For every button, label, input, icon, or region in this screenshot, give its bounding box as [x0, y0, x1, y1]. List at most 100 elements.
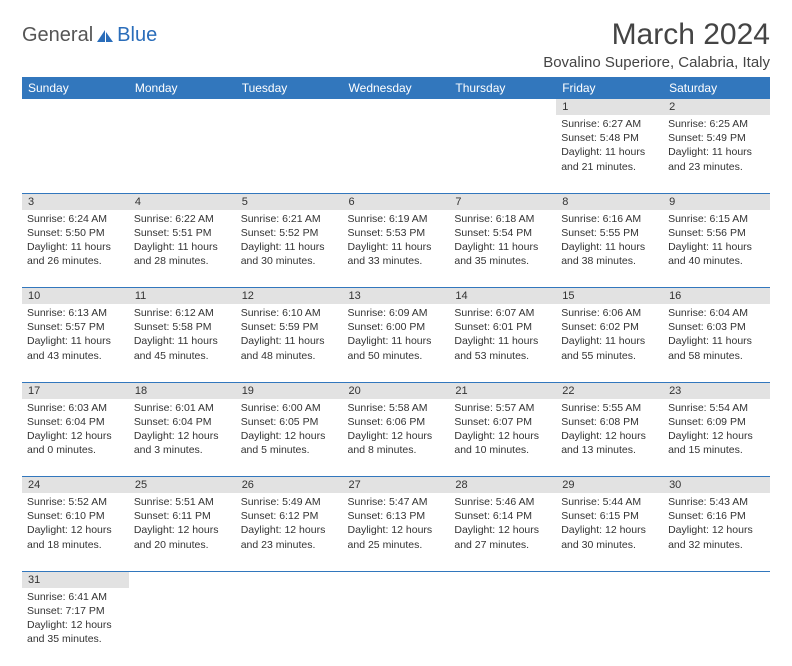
day-number: 30	[663, 477, 770, 494]
dow-wednesday: Wednesday	[343, 77, 450, 99]
day-number: 13	[343, 288, 450, 305]
day-cell: Sunrise: 6:00 AMSunset: 6:05 PMDaylight:…	[236, 399, 343, 477]
day-details: Sunrise: 6:22 AMSunset: 5:51 PMDaylight:…	[134, 212, 231, 269]
day-number	[343, 99, 450, 115]
day-cell: Sunrise: 6:22 AMSunset: 5:51 PMDaylight:…	[129, 210, 236, 288]
day-number: 22	[556, 382, 663, 399]
daynum-row: 12	[22, 99, 770, 115]
day-cell: Sunrise: 6:21 AMSunset: 5:52 PMDaylight:…	[236, 210, 343, 288]
day-details: Sunrise: 6:04 AMSunset: 6:03 PMDaylight:…	[668, 306, 765, 363]
day-cell: Sunrise: 5:43 AMSunset: 6:16 PMDaylight:…	[663, 493, 770, 571]
header: General Blue March 2024 Bovalino Superio…	[22, 18, 770, 71]
day-number: 15	[556, 288, 663, 305]
dow-monday: Monday	[129, 77, 236, 99]
dow-friday: Friday	[556, 77, 663, 99]
day-number: 6	[343, 193, 450, 210]
day-details: Sunrise: 5:49 AMSunset: 6:12 PMDaylight:…	[241, 495, 338, 552]
day-cell: Sunrise: 5:58 AMSunset: 6:06 PMDaylight:…	[343, 399, 450, 477]
day-details: Sunrise: 5:58 AMSunset: 6:06 PMDaylight:…	[348, 401, 445, 458]
day-number	[236, 571, 343, 588]
day-number: 9	[663, 193, 770, 210]
day-cell: Sunrise: 5:51 AMSunset: 6:11 PMDaylight:…	[129, 493, 236, 571]
day-cell	[236, 115, 343, 193]
day-number: 5	[236, 193, 343, 210]
dow-sunday: Sunday	[22, 77, 129, 99]
day-details: Sunrise: 6:01 AMSunset: 6:04 PMDaylight:…	[134, 401, 231, 458]
day-details: Sunrise: 5:57 AMSunset: 6:07 PMDaylight:…	[454, 401, 551, 458]
day-number: 27	[343, 477, 450, 494]
day-details: Sunrise: 5:52 AMSunset: 6:10 PMDaylight:…	[27, 495, 124, 552]
day-details: Sunrise: 5:46 AMSunset: 6:14 PMDaylight:…	[454, 495, 551, 552]
day-cell: Sunrise: 6:19 AMSunset: 5:53 PMDaylight:…	[343, 210, 450, 288]
week-row: Sunrise: 6:24 AMSunset: 5:50 PMDaylight:…	[22, 210, 770, 288]
day-number: 14	[449, 288, 556, 305]
day-cell: Sunrise: 5:47 AMSunset: 6:13 PMDaylight:…	[343, 493, 450, 571]
day-cell: Sunrise: 5:55 AMSunset: 6:08 PMDaylight:…	[556, 399, 663, 477]
day-number: 10	[22, 288, 129, 305]
day-cell: Sunrise: 6:15 AMSunset: 5:56 PMDaylight:…	[663, 210, 770, 288]
day-number: 1	[556, 99, 663, 115]
day-number	[343, 571, 450, 588]
day-cell: Sunrise: 5:49 AMSunset: 6:12 PMDaylight:…	[236, 493, 343, 571]
day-number	[449, 571, 556, 588]
daynum-row: 31	[22, 571, 770, 588]
dow-header-row: Sunday Monday Tuesday Wednesday Thursday…	[22, 77, 770, 99]
day-number: 2	[663, 99, 770, 115]
day-details: Sunrise: 5:44 AMSunset: 6:15 PMDaylight:…	[561, 495, 658, 552]
day-details: Sunrise: 5:54 AMSunset: 6:09 PMDaylight:…	[668, 401, 765, 458]
week-row: Sunrise: 6:27 AMSunset: 5:48 PMDaylight:…	[22, 115, 770, 193]
day-number	[22, 99, 129, 115]
day-number: 26	[236, 477, 343, 494]
day-cell	[556, 588, 663, 666]
day-details: Sunrise: 5:43 AMSunset: 6:16 PMDaylight:…	[668, 495, 765, 552]
dow-saturday: Saturday	[663, 77, 770, 99]
day-number: 29	[556, 477, 663, 494]
day-number: 23	[663, 382, 770, 399]
day-cell: Sunrise: 5:54 AMSunset: 6:09 PMDaylight:…	[663, 399, 770, 477]
day-cell	[343, 588, 450, 666]
day-details: Sunrise: 6:12 AMSunset: 5:58 PMDaylight:…	[134, 306, 231, 363]
day-number: 12	[236, 288, 343, 305]
day-cell: Sunrise: 6:06 AMSunset: 6:02 PMDaylight:…	[556, 304, 663, 382]
day-number: 8	[556, 193, 663, 210]
day-details: Sunrise: 6:24 AMSunset: 5:50 PMDaylight:…	[27, 212, 124, 269]
day-details: Sunrise: 5:47 AMSunset: 6:13 PMDaylight:…	[348, 495, 445, 552]
day-cell: Sunrise: 5:57 AMSunset: 6:07 PMDaylight:…	[449, 399, 556, 477]
day-cell: Sunrise: 6:03 AMSunset: 6:04 PMDaylight:…	[22, 399, 129, 477]
day-number	[663, 571, 770, 588]
day-details: Sunrise: 6:13 AMSunset: 5:57 PMDaylight:…	[27, 306, 124, 363]
day-details: Sunrise: 6:19 AMSunset: 5:53 PMDaylight:…	[348, 212, 445, 269]
day-cell: Sunrise: 5:46 AMSunset: 6:14 PMDaylight:…	[449, 493, 556, 571]
week-row: Sunrise: 5:52 AMSunset: 6:10 PMDaylight:…	[22, 493, 770, 571]
location: Bovalino Superiore, Calabria, Italy	[543, 54, 770, 71]
day-cell: Sunrise: 5:52 AMSunset: 6:10 PMDaylight:…	[22, 493, 129, 571]
day-cell: Sunrise: 6:13 AMSunset: 5:57 PMDaylight:…	[22, 304, 129, 382]
title-block: March 2024 Bovalino Superiore, Calabria,…	[543, 18, 770, 71]
dow-thursday: Thursday	[449, 77, 556, 99]
week-row: Sunrise: 6:13 AMSunset: 5:57 PMDaylight:…	[22, 304, 770, 382]
day-details: Sunrise: 6:09 AMSunset: 6:00 PMDaylight:…	[348, 306, 445, 363]
day-cell	[22, 115, 129, 193]
day-cell	[449, 588, 556, 666]
dow-tuesday: Tuesday	[236, 77, 343, 99]
day-cell	[236, 588, 343, 666]
logo: General Blue	[22, 18, 157, 47]
day-number: 31	[22, 571, 129, 588]
day-cell	[129, 588, 236, 666]
day-details: Sunrise: 5:55 AMSunset: 6:08 PMDaylight:…	[561, 401, 658, 458]
day-number: 28	[449, 477, 556, 494]
day-cell: Sunrise: 6:24 AMSunset: 5:50 PMDaylight:…	[22, 210, 129, 288]
day-cell	[449, 115, 556, 193]
day-details: Sunrise: 6:03 AMSunset: 6:04 PMDaylight:…	[27, 401, 124, 458]
day-details: Sunrise: 6:18 AMSunset: 5:54 PMDaylight:…	[454, 212, 551, 269]
day-cell: Sunrise: 6:16 AMSunset: 5:55 PMDaylight:…	[556, 210, 663, 288]
day-cell	[343, 115, 450, 193]
day-cell: Sunrise: 6:18 AMSunset: 5:54 PMDaylight:…	[449, 210, 556, 288]
day-details: Sunrise: 6:25 AMSunset: 5:49 PMDaylight:…	[668, 117, 765, 174]
day-cell	[129, 115, 236, 193]
day-number: 7	[449, 193, 556, 210]
day-details: Sunrise: 6:06 AMSunset: 6:02 PMDaylight:…	[561, 306, 658, 363]
day-number: 19	[236, 382, 343, 399]
day-number	[556, 571, 663, 588]
calendar-table: Sunday Monday Tuesday Wednesday Thursday…	[22, 77, 770, 666]
